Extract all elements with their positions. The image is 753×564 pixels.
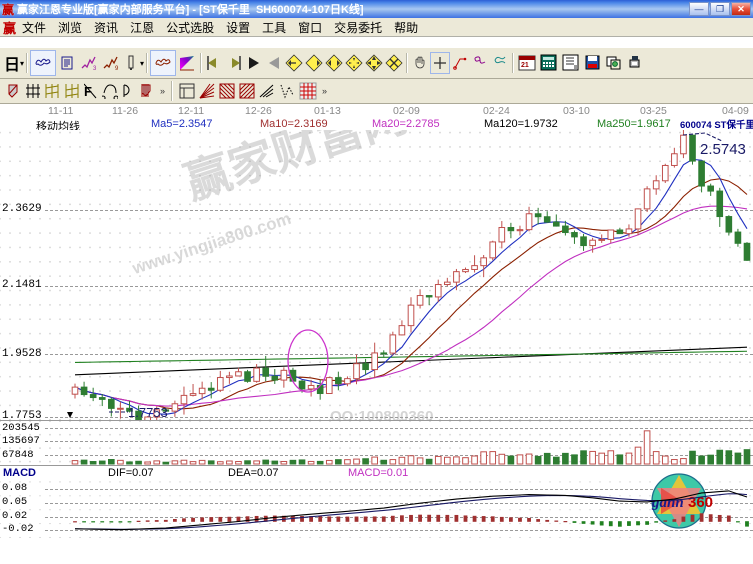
svg-text:21: 21	[521, 62, 529, 69]
svg-text:9: 9	[115, 66, 119, 72]
svg-text:3: 3	[93, 66, 97, 72]
svg-text:2.5743: 2.5743	[700, 141, 746, 158]
